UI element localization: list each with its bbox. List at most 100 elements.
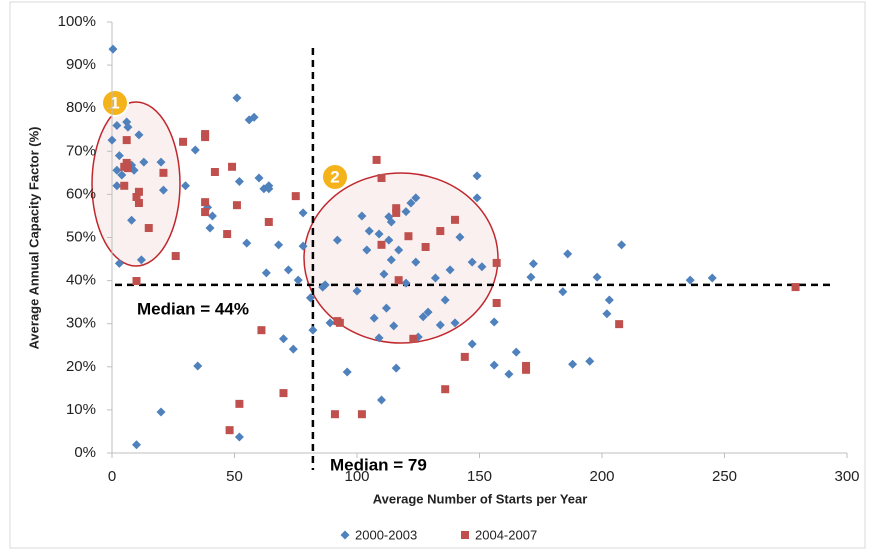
data-point (181, 181, 190, 191)
data-point (171, 252, 180, 261)
data-point (455, 232, 465, 242)
data-point (132, 277, 141, 286)
data-point (235, 399, 244, 408)
data-point (108, 44, 118, 54)
y-tick-label: 90% (66, 56, 96, 73)
data-point (134, 199, 143, 208)
data-point (228, 162, 237, 171)
data-point (364, 226, 374, 236)
data-point (563, 249, 573, 259)
data-point (156, 157, 166, 167)
data-point (257, 326, 266, 335)
data-point (558, 287, 568, 297)
data-point (528, 259, 538, 269)
data-point (791, 283, 800, 292)
y-tick-label: 80% (66, 99, 96, 116)
data-point (394, 245, 404, 255)
y-tick-label: 100% (58, 13, 96, 30)
data-point (225, 426, 234, 435)
data-point (279, 389, 288, 398)
data-point (585, 356, 595, 366)
data-point (357, 410, 366, 419)
data-point (117, 170, 127, 180)
data-point (685, 275, 695, 285)
data-point (357, 211, 367, 221)
legend-marker (461, 531, 469, 539)
data-point (335, 318, 344, 327)
series (120, 130, 800, 435)
legend-item: 2004-2007 (461, 527, 537, 542)
y-tick-label: 50% (66, 228, 96, 245)
data-point (242, 238, 252, 248)
data-point (411, 193, 421, 203)
data-point (386, 255, 396, 265)
data-point (264, 184, 274, 194)
y-tick-label: 20% (66, 358, 96, 375)
data-point (159, 168, 168, 177)
data-point (120, 181, 129, 190)
data-point (362, 245, 372, 255)
legend-text: 2004-2007 (475, 527, 537, 542)
data-point (156, 407, 166, 417)
data-point (492, 299, 501, 308)
data-point (411, 257, 421, 267)
x-tick-label: 50 (226, 468, 243, 485)
data-point (604, 295, 614, 305)
data-point (401, 278, 411, 288)
x-tick-label: 200 (589, 468, 614, 485)
data-point (223, 230, 232, 239)
data-point (522, 365, 531, 374)
data-point (132, 192, 141, 201)
data-point (430, 273, 440, 283)
data-point (193, 361, 203, 371)
data-point (305, 293, 315, 303)
data-point (492, 258, 501, 267)
data-point (114, 258, 124, 268)
data-point (320, 280, 330, 290)
data-point (352, 286, 362, 296)
data-point (511, 347, 521, 357)
data-point (617, 240, 627, 250)
legend-marker (340, 530, 350, 540)
data-point (418, 312, 428, 322)
data-point (526, 272, 536, 282)
data-point (445, 265, 455, 275)
y-tick-label: 70% (66, 142, 96, 159)
data-point (132, 440, 141, 450)
x-tick-label: 250 (712, 468, 737, 485)
legend-text: 2000-2003 (355, 527, 417, 542)
highlight-group (91, 101, 499, 344)
data-point (232, 201, 241, 210)
data-point (264, 217, 273, 226)
data-point (330, 410, 339, 419)
data-point (325, 318, 335, 328)
data-point (190, 145, 200, 155)
y-tick-label: 40% (66, 272, 96, 289)
data-point (489, 317, 499, 327)
data-point (406, 198, 416, 208)
data-point (342, 367, 352, 377)
data-point (394, 276, 403, 285)
data-point (234, 176, 244, 186)
data-point (386, 217, 396, 227)
y-axis-title: Average Annual Capacity Factor (%) (26, 127, 41, 350)
data-point (122, 136, 131, 145)
data-point (112, 165, 122, 175)
data-point (298, 241, 308, 251)
data-point (293, 275, 303, 285)
data-point (201, 198, 210, 207)
x-axis-title: Average Number of Starts per Year (373, 491, 588, 506)
data-point (123, 164, 132, 173)
data-point (261, 268, 271, 278)
data-point (144, 224, 153, 233)
data-point (134, 130, 144, 140)
data-point (134, 187, 143, 196)
x-tick-label: 100 (344, 468, 369, 485)
callout-badge (321, 163, 349, 191)
data-point (389, 321, 399, 331)
x-tick-label: 0 (108, 468, 116, 485)
callout-label: 2 (330, 167, 339, 186)
data-point (451, 215, 459, 224)
highlight-ellipse (303, 172, 499, 344)
